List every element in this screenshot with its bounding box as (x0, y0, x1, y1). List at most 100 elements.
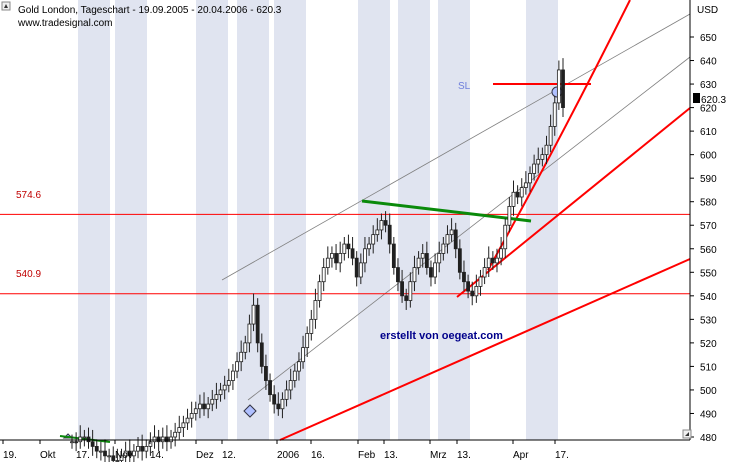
candle-body (173, 431, 178, 438)
candle-body (268, 380, 272, 396)
candle-body (548, 126, 553, 146)
level-low-label: 540.9 (16, 269, 41, 280)
price-tick-label: 560 (700, 245, 717, 256)
candle-body (78, 436, 83, 443)
candle-body (297, 361, 301, 372)
date-tick-label: 14. (150, 450, 164, 461)
candle-body (264, 366, 268, 381)
candle-body (523, 182, 528, 188)
date-tick-label: 19. (3, 450, 17, 461)
candle-body (226, 380, 231, 386)
candle-body (111, 455, 116, 461)
candle-body (556, 69, 561, 104)
candle-body (231, 370, 235, 381)
candle-body (107, 455, 112, 458)
candle-body (193, 408, 198, 414)
candle-body (379, 220, 384, 231)
candle-body (334, 253, 338, 264)
candle-body (243, 342, 248, 353)
trend-lines (0, 0, 691, 443)
date-tick-label: 17. (76, 450, 90, 461)
candle-body (408, 281, 413, 301)
candle-body (156, 436, 161, 443)
candle-body (119, 455, 124, 461)
candle-body (309, 318, 314, 334)
candle-body (350, 248, 355, 259)
candle-body (160, 436, 165, 443)
candle-body (185, 417, 190, 424)
candle-body (519, 187, 524, 198)
candles (70, 58, 565, 467)
candle-body (305, 333, 310, 348)
candle-body (330, 253, 334, 259)
candle-body (144, 446, 149, 452)
candle-body (482, 267, 487, 278)
watermark: erstellt von oegeat.com (380, 330, 503, 342)
week-band (358, 0, 390, 440)
candle-body (313, 300, 318, 320)
candle-body (338, 253, 343, 264)
candle-body (474, 286, 479, 297)
trendline-green (361, 199, 532, 223)
source-label: www.tradesignal.com (17, 18, 112, 29)
candle-body (449, 229, 454, 236)
candle-body (346, 243, 351, 250)
candle-body (103, 450, 107, 457)
candle-body (164, 436, 169, 443)
candle-body (515, 191, 520, 198)
price-tick-label: 540 (700, 292, 717, 303)
week-band (78, 0, 110, 440)
candle-body (239, 351, 244, 363)
candle-body (136, 446, 140, 452)
price-tick-label: 610 (700, 127, 717, 138)
date-tick-label: Apr (513, 450, 529, 461)
resize-icon (685, 432, 689, 436)
candle-body (391, 243, 396, 268)
date-tick-label: 16. (311, 450, 325, 461)
candle-body (383, 220, 388, 226)
date-tick-label: 13. (457, 450, 471, 461)
candle-body (98, 450, 103, 453)
candle-body (486, 257, 491, 268)
candle-body (292, 370, 297, 381)
currency-label: USD (697, 5, 718, 16)
price-tick-label: 570 (700, 221, 717, 232)
trendline-green-left (59, 435, 111, 443)
candle-body (358, 262, 363, 278)
scroll-up-button[interactable] (1, 1, 11, 11)
candle-body (433, 262, 437, 278)
price-tick-label: 510 (700, 362, 717, 373)
week-band (196, 0, 228, 440)
candle-body (495, 257, 499, 264)
candle-body (400, 281, 404, 297)
candle-body (466, 281, 471, 292)
channel-upper (221, 13, 691, 281)
candle-body (528, 173, 532, 184)
candle-body (354, 257, 359, 278)
week-bands (78, 0, 558, 440)
date-tick-label: 12. (222, 450, 236, 461)
price-tick-label: 530 (700, 315, 717, 326)
candle-body (140, 446, 145, 452)
candle-body (499, 248, 504, 259)
candle-body (371, 234, 376, 245)
candle-body (321, 267, 326, 283)
scroll-down-button[interactable] (682, 429, 692, 439)
candle-body (457, 248, 462, 273)
price-tick-label: 490 (700, 409, 717, 420)
price-tick-label: 630 (700, 80, 717, 91)
candle-body (367, 243, 371, 250)
price-axis: 480 490 500 510 520 530 540 550 560 570 580 590 600 6… (0, 0, 717, 444)
channel-lower (247, 56, 691, 401)
date-tick-label: Okt (40, 450, 56, 461)
price-tick-label: 580 (700, 198, 717, 209)
price-tick-label: 520 (700, 339, 717, 350)
price-tick-label: 500 (700, 386, 717, 397)
candle-body (404, 295, 409, 301)
candle-body (288, 380, 293, 391)
candle-body (478, 276, 483, 287)
candle-body (470, 290, 475, 297)
candle-body (536, 158, 541, 165)
date-tick-label: Mrz (430, 450, 447, 461)
